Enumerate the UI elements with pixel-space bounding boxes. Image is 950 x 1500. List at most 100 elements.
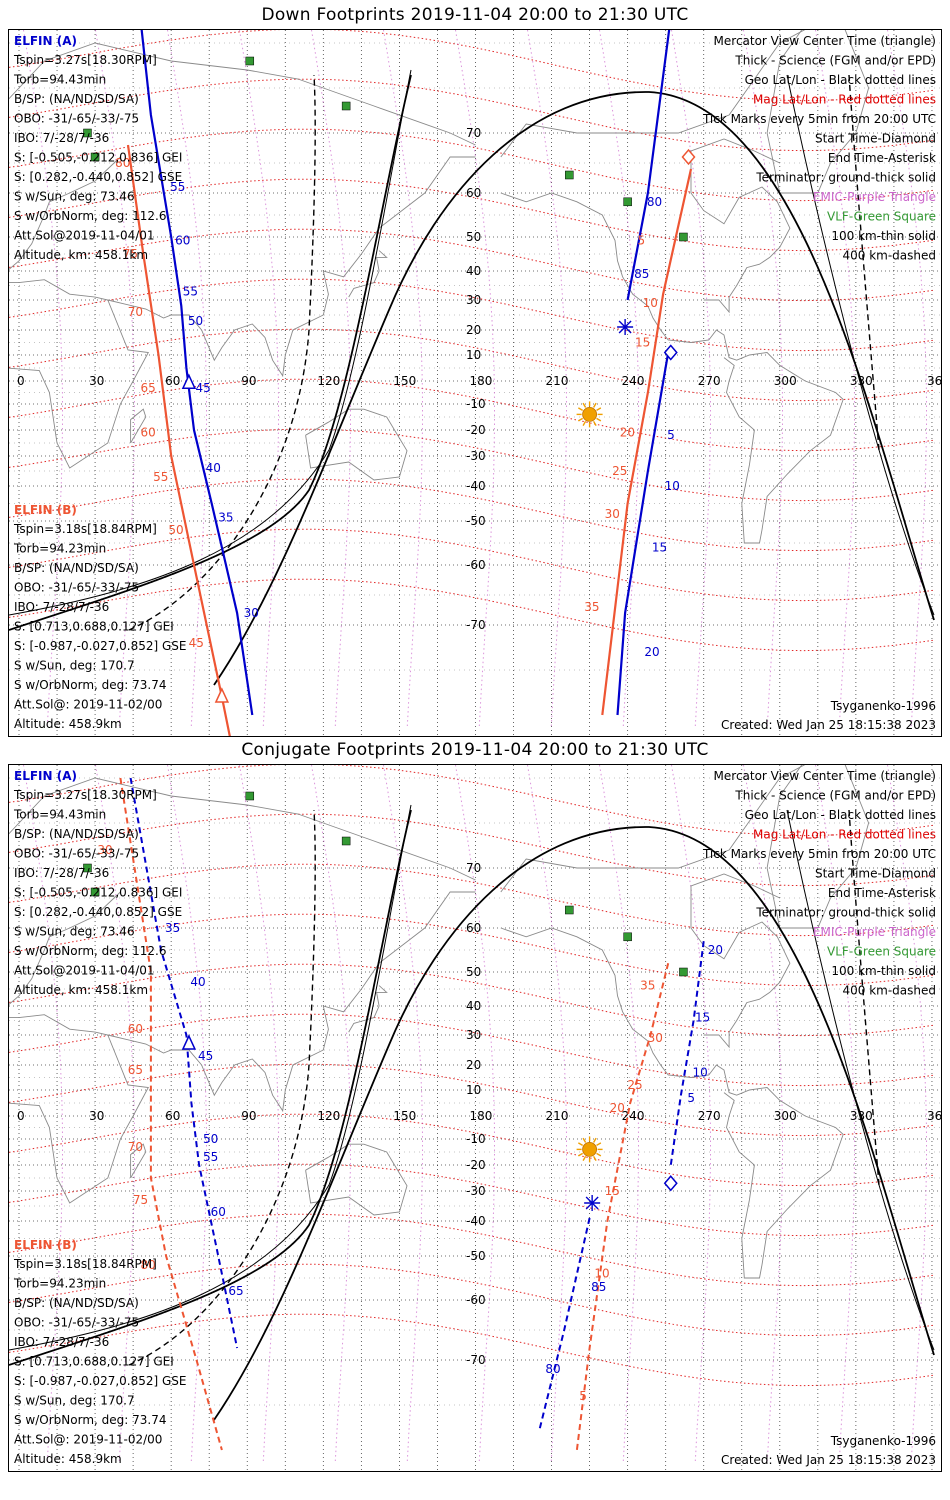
lon-tick-label: 30 — [89, 1109, 104, 1123]
vlf-station-marker — [565, 905, 574, 915]
elfin-a-end-asterisk — [618, 320, 632, 334]
created-label: Created: Wed Jan 25 18:15:38 2023 — [721, 1453, 936, 1467]
sun-ray — [596, 407, 602, 412]
sun-icon — [582, 406, 597, 422]
legend-line: 400 km-dashed — [842, 984, 936, 998]
mag-longitude-line — [815, 30, 855, 727]
mag-latitude-line — [9, 278, 934, 352]
mag-latitude-line — [9, 1013, 934, 1087]
down-footprints-panel: 0 30 60 90 120 150 180 210 240 270 300 330 360 70 60 50… — [8, 29, 942, 737]
elfin-a-time-tick: 65 — [228, 1284, 243, 1298]
elfin-a-title: ELFIN (A) — [14, 34, 77, 48]
legend-line: 400 km-dashed — [842, 249, 936, 263]
elfin-a-info-line: Att.Sol@2019-11-04/01 — [14, 964, 155, 978]
elfin-a-info-line: B/SP: (NA/ND/SD/SA) — [14, 92, 139, 106]
mag-longitude-line — [671, 765, 711, 1462]
coastline — [766, 30, 870, 194]
lat-tick-label: 70 — [466, 126, 481, 140]
legend-line: Geo Lat/Lon - Black dotted lines — [745, 73, 936, 87]
lat-tick-label: -60 — [466, 1293, 486, 1307]
mag-latitude-line — [9, 1063, 934, 1137]
lat-tick-label: -30 — [466, 1184, 486, 1198]
mag-latitude-line — [9, 1263, 934, 1337]
mag-latitude-line — [9, 578, 934, 652]
lon-tick-label: 120 — [317, 1109, 340, 1123]
elfin-b-time-tick: 75 — [133, 1193, 148, 1207]
elfin-a-info-line: Tspin=3.27s[18.30RPM] — [13, 788, 157, 802]
created-label: Created: Wed Jan 25 18:15:38 2023 — [721, 718, 936, 732]
elfin-b-info-line: IBO: 7/-28/7/-36 — [14, 600, 109, 614]
elfin-b-info-line: S w/Sun, deg: 170.7 — [14, 659, 135, 673]
legend-line: End Time-Asterisk — [828, 886, 936, 900]
sun-ray — [577, 1152, 584, 1157]
elfin-a-time-tick: 80 — [647, 195, 662, 209]
map-layer: 0 30 60 90 120 150 180 210 240 270 300 330 360 70 60 50… — [9, 765, 941, 1471]
sun-ray — [577, 407, 584, 412]
elfin-a-info-block: ELFIN (A) Tspin=3.27s[18.30RPM] Torb=94.43… — [13, 769, 182, 997]
coastline — [9, 891, 121, 1005]
elfin-a-center-triangle — [181, 1034, 197, 1050]
elfin-b-time-tick: 30 — [648, 1031, 663, 1045]
elfin-b-info-line: Tspin=3.18s[18.84RPM] — [13, 522, 157, 536]
elfin-a-info-line: S: [0.282,-0.440,0.852] GSE — [14, 170, 182, 184]
vlf-station-marker — [90, 887, 100, 897]
elfin-b-title: ELFIN (B) — [14, 1238, 77, 1252]
mag-longitude-line — [311, 30, 351, 727]
coastline — [305, 408, 408, 481]
legend-line: Mag Lat/Lon - Red dotted lines — [753, 93, 936, 107]
elfin-a-time-tick: 80 — [545, 1362, 560, 1376]
vlf-station-marker — [623, 932, 632, 942]
legend-line: 100 km-thin solid — [831, 229, 936, 243]
elfin-a-info-line: Altitude, km: 458.1km — [14, 983, 148, 997]
elfin-a-info-line: Altitude, km: 458.1km — [14, 248, 148, 262]
elfin-a-time-tick: 5 — [667, 428, 675, 442]
elfin-a-info-line: S w/Sun, deg: 73.46 — [14, 190, 135, 204]
elfin-b-track-east — [575, 962, 670, 1451]
legend-line: Mercator View Center Time (triangle) — [714, 34, 936, 48]
lon-tick-label: 60 — [165, 374, 180, 388]
lon-tick-label: 360 — [927, 374, 942, 388]
vlf-station-marker — [90, 152, 100, 162]
sun-ray — [582, 420, 587, 427]
legend-line: EMIC-Purple Triangle — [813, 190, 936, 204]
model-label: Tsyganenko-1996 — [830, 699, 936, 713]
lat-tick-label: 40 — [466, 264, 481, 278]
mag-latitude-line — [9, 813, 934, 887]
mag-longitude-line — [599, 765, 639, 1462]
terminator-line — [213, 91, 935, 686]
lon-tick-label: 270 — [698, 1109, 721, 1123]
mag-longitude-line — [239, 765, 279, 1462]
mag-latitude-line — [9, 428, 934, 502]
mag-latitude-line — [9, 1213, 934, 1287]
lat-tick-label: 70 — [466, 861, 481, 875]
elfin-b-info-line: IBO: 7/-28/7/-36 — [14, 1335, 109, 1349]
elfin-b-info-line: Torb=94.23min — [13, 542, 106, 556]
mag-latitude-line — [9, 765, 934, 837]
lat-tick-label: 10 — [466, 348, 481, 362]
elfin-b-info-line: OBO: -31/-65/-33/-75 — [14, 1316, 139, 1330]
lat-tick-label: -40 — [466, 479, 486, 493]
legend-block: Mercator View Center Time (triangle) Thic… — [702, 34, 936, 263]
elfin-a-track-east-south — [616, 352, 670, 716]
footprint-400km-line — [128, 809, 316, 1366]
legend-line: Mercator View Center Time (triangle) — [714, 769, 936, 783]
elfin-a-time-tick: 50 — [203, 1132, 218, 1146]
lat-tick-label: -30 — [466, 449, 486, 463]
coastline — [9, 279, 150, 469]
elfin-a-time-tick: 35 — [165, 921, 180, 935]
coastline — [348, 985, 388, 1033]
elfin-b-info-line: B/SP: (NA/ND/SD/SA) — [14, 1296, 139, 1310]
legend-line: 100 km-thin solid — [831, 964, 936, 978]
elfin-b-time-tick: 65 — [128, 1063, 143, 1077]
sun-ray — [582, 1137, 587, 1143]
vlf-station-marker — [679, 967, 688, 977]
mag-latitude-line — [9, 963, 934, 1037]
mag-longitude-line — [311, 765, 351, 1462]
mag-latitude-line — [9, 228, 934, 302]
elfin-a-info-line: S w/OrbNorm, deg: 112.6 — [14, 944, 166, 958]
mag-latitude-line — [9, 528, 934, 602]
mag-longitude-line — [671, 30, 711, 727]
legend-line: Tick Marks every 5min from 20:00 UTC — [702, 112, 936, 126]
lon-tick-label: 240 — [622, 374, 645, 388]
sun-ray — [592, 420, 597, 427]
